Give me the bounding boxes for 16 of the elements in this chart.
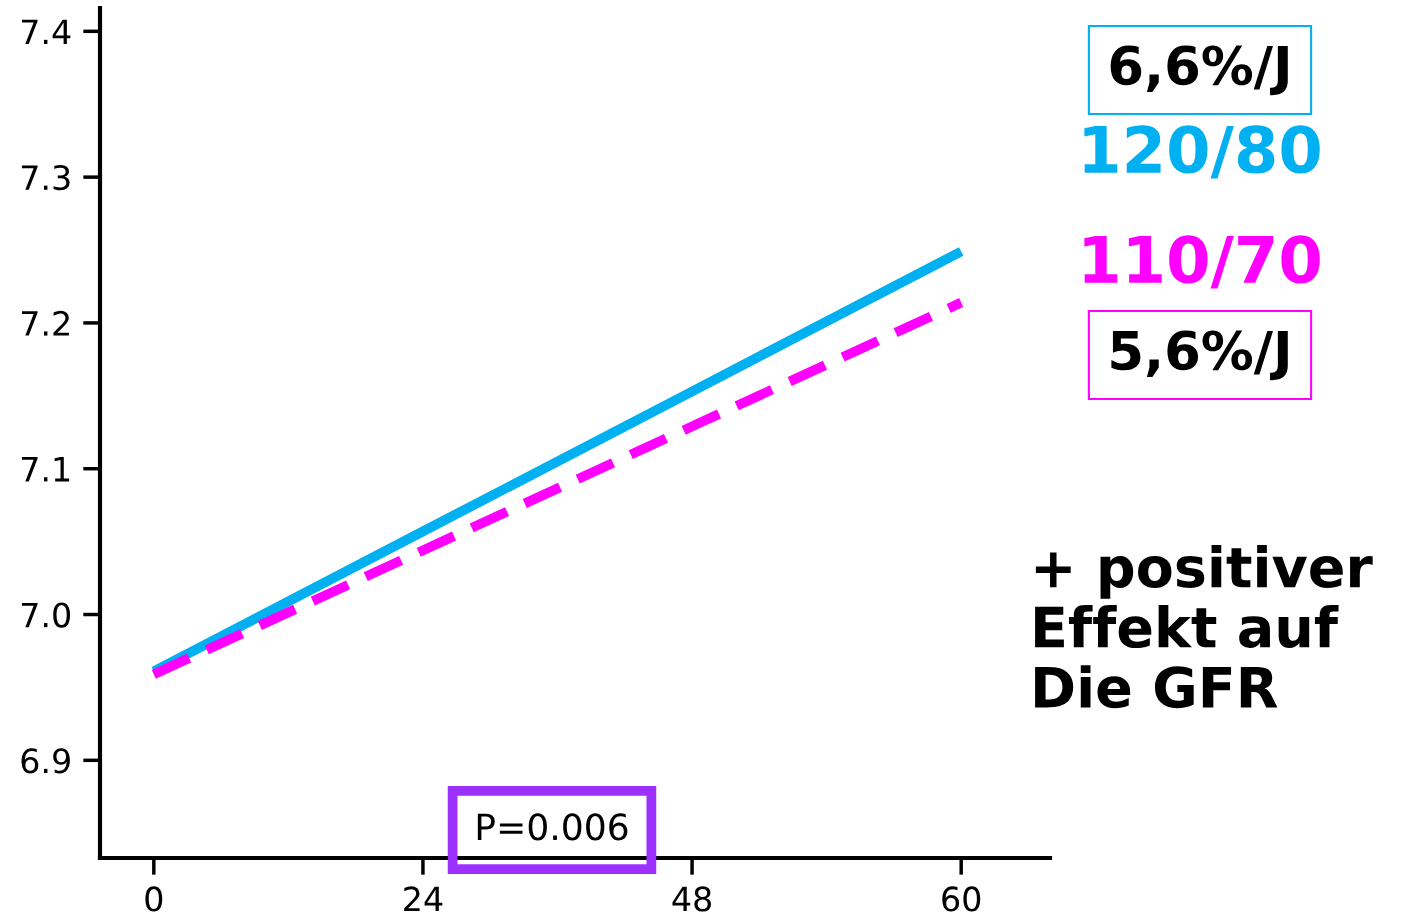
- legend-label: 120/80: [1084, 125, 1320, 179]
- y-tick-label: 6.9: [21, 748, 70, 774]
- x-tick-label: 60: [942, 886, 981, 912]
- x-tick-label: 24: [404, 886, 443, 912]
- x-tick-label: 48: [672, 886, 711, 912]
- series-label: 110/70: [1084, 235, 1320, 289]
- annotation: P=0.006: [477, 813, 628, 841]
- y-tick-label: 7.4: [21, 19, 71, 44]
- text: 5,6%/J: [1111, 330, 1288, 381]
- x-tick-label: 0: [145, 886, 163, 912]
- annotation: + positiver Effekt auf Die GFR: [1035, 545, 1373, 709]
- y-tick-label: 7.1: [21, 457, 70, 482]
- y-tick-label: 7.3: [21, 165, 70, 191]
- text: 6,6%/J: [1110, 45, 1288, 96]
- y-tick-label: 7.2: [21, 310, 69, 336]
- y-tick-label: 7.0: [21, 602, 71, 628]
